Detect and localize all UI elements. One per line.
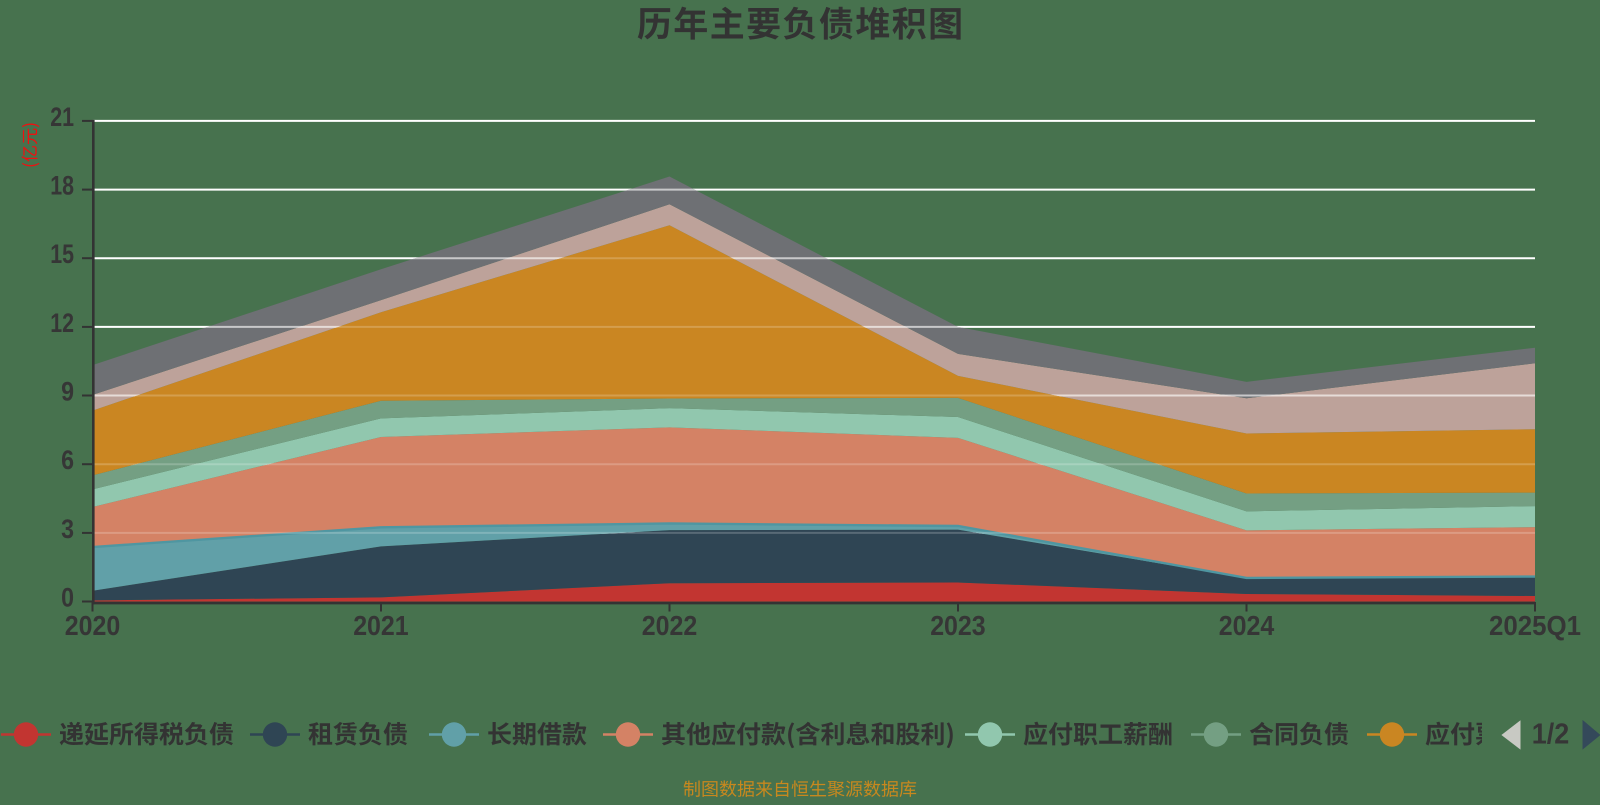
svg-text:18: 18 bbox=[50, 171, 74, 201]
svg-text:6: 6 bbox=[61, 445, 74, 475]
svg-text:21: 21 bbox=[50, 102, 74, 132]
svg-text:2025Q1: 2025Q1 bbox=[1489, 610, 1581, 641]
svg-text:1/2: 1/2 bbox=[1532, 719, 1570, 751]
svg-text:0: 0 bbox=[61, 583, 74, 613]
svg-text:2022: 2022 bbox=[642, 610, 698, 641]
svg-text:2024: 2024 bbox=[1219, 610, 1275, 641]
svg-text:3: 3 bbox=[61, 514, 74, 544]
svg-text:9: 9 bbox=[61, 377, 74, 407]
svg-text:12: 12 bbox=[50, 308, 74, 338]
svg-text:2021: 2021 bbox=[353, 610, 409, 641]
svg-text:15: 15 bbox=[50, 239, 74, 269]
svg-text:2020: 2020 bbox=[65, 610, 121, 641]
svg-text:2023: 2023 bbox=[930, 610, 986, 641]
